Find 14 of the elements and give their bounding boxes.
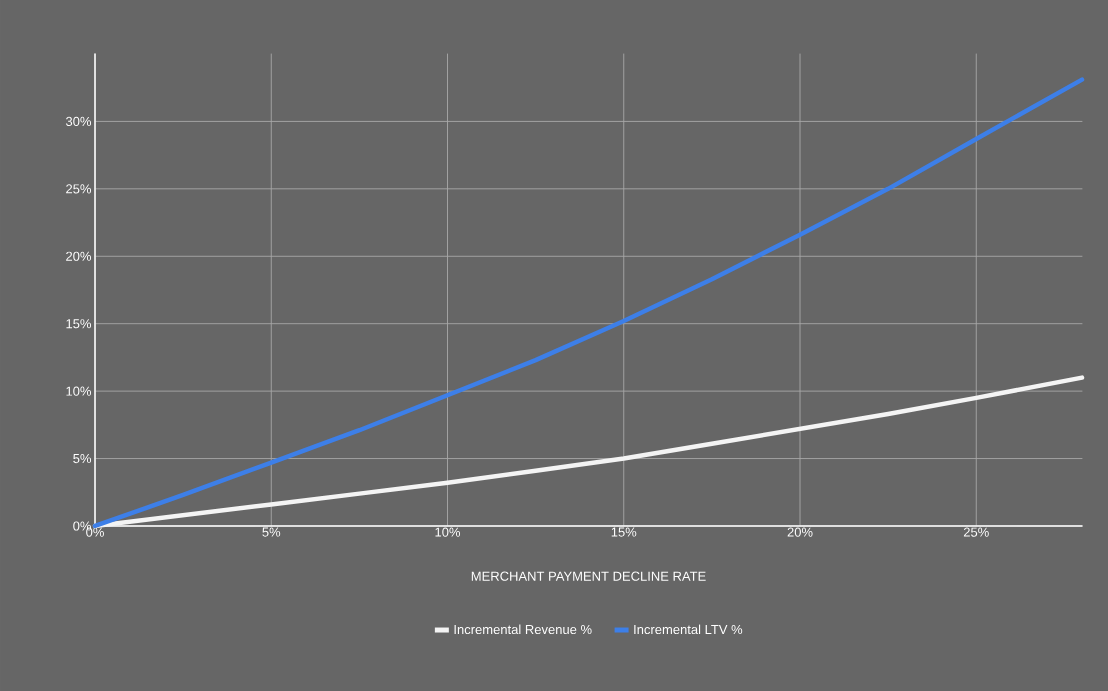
x-tick-label: 20% (787, 527, 813, 537)
x-tick-label: 5% (262, 527, 281, 537)
y-tick-label: 5% (73, 453, 92, 464)
legend-label: Incremental Revenue % (454, 624, 592, 635)
y-tick-label: 15% (66, 319, 92, 329)
x-tick-label: 15% (611, 527, 637, 537)
x-axis-title: MERCHANT PAYMENT DECLINE RATE (471, 571, 706, 581)
y-tick-label: 20% (66, 251, 92, 261)
y-tick-label: 30% (65, 116, 92, 127)
x-tick-label: 10% (435, 527, 461, 537)
legend-label: Incremental LTV % (634, 624, 743, 635)
y-tick-label: 10% (66, 386, 92, 396)
y-tick-label: 25% (66, 184, 92, 194)
x-tick-label: 25% (963, 527, 989, 537)
